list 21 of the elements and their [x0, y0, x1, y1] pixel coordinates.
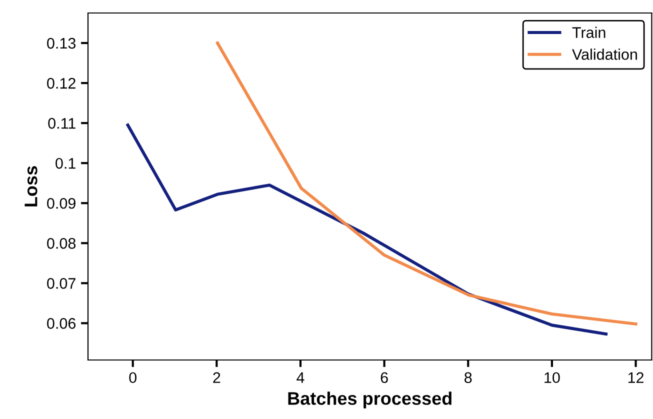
y-tick-label: 0.08 [47, 238, 76, 249]
legend-label: Train [572, 26, 606, 38]
x-tick-label: 8 [464, 372, 472, 384]
x-tick-label: 12 [628, 372, 644, 383]
x-tick-label: 4 [296, 372, 304, 383]
x-tick-label: 6 [380, 372, 388, 384]
y-tick-label: 0.1 [56, 158, 76, 169]
y-tick-label: 0.11 [48, 118, 76, 129]
y-tick-label: 0.09 [47, 198, 76, 209]
legend-label: Validation [572, 48, 637, 60]
line-series [126, 124, 608, 336]
x-tick-label: 0 [129, 372, 136, 384]
y-tick-label: 0.13 [47, 38, 76, 49]
x-tick-label: 2 [213, 372, 220, 383]
x-axis-title: Batches processed [288, 392, 452, 408]
y-tick-label: 0.12 [47, 78, 76, 89]
y-axis-title: Loss [24, 166, 38, 206]
y-tick-label: 0.07 [47, 278, 76, 289]
x-tick-label: 10 [544, 372, 560, 384]
y-tick-label: 0.06 [47, 318, 76, 329]
line-series [216, 41, 638, 326]
